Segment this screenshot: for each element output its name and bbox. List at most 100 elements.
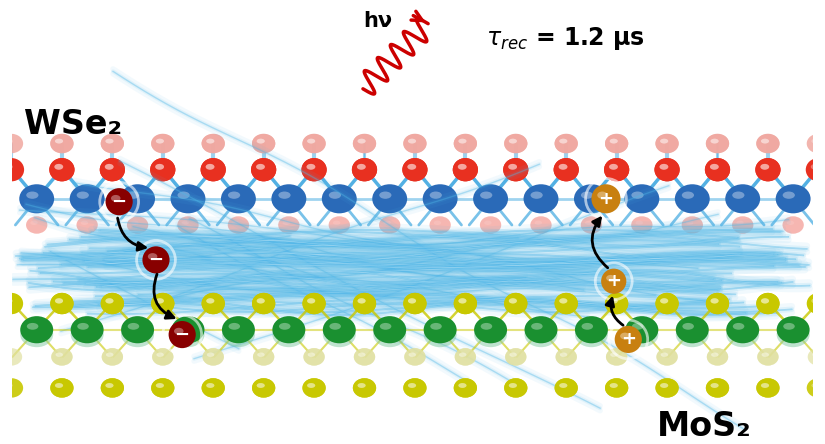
Ellipse shape	[357, 164, 365, 170]
Ellipse shape	[610, 383, 618, 388]
Ellipse shape	[459, 139, 466, 143]
Ellipse shape	[604, 158, 629, 181]
Ellipse shape	[459, 298, 466, 304]
Ellipse shape	[353, 378, 376, 398]
Ellipse shape	[357, 298, 365, 304]
Ellipse shape	[559, 383, 568, 388]
Ellipse shape	[4, 298, 12, 304]
Ellipse shape	[201, 134, 225, 153]
Ellipse shape	[655, 293, 679, 314]
Ellipse shape	[278, 216, 299, 234]
Ellipse shape	[424, 316, 456, 343]
Ellipse shape	[422, 184, 458, 214]
Ellipse shape	[203, 348, 224, 365]
Ellipse shape	[455, 348, 476, 365]
Ellipse shape	[554, 158, 579, 181]
Ellipse shape	[403, 134, 427, 153]
Ellipse shape	[50, 293, 73, 314]
Ellipse shape	[253, 348, 274, 365]
Ellipse shape	[732, 216, 753, 234]
Ellipse shape	[205, 164, 215, 170]
Ellipse shape	[554, 134, 578, 153]
Ellipse shape	[408, 298, 416, 304]
Ellipse shape	[655, 378, 679, 398]
Ellipse shape	[459, 139, 466, 143]
Ellipse shape	[55, 298, 63, 304]
Ellipse shape	[303, 378, 326, 398]
Ellipse shape	[380, 323, 391, 330]
Ellipse shape	[610, 383, 618, 388]
Ellipse shape	[120, 184, 155, 214]
Ellipse shape	[78, 328, 89, 335]
Ellipse shape	[332, 221, 341, 225]
Ellipse shape	[55, 353, 63, 357]
Ellipse shape	[228, 191, 240, 199]
Ellipse shape	[106, 298, 114, 304]
Ellipse shape	[21, 316, 53, 343]
Ellipse shape	[605, 134, 629, 153]
Ellipse shape	[257, 139, 265, 143]
Ellipse shape	[151, 378, 174, 398]
Ellipse shape	[256, 164, 265, 170]
Ellipse shape	[610, 139, 618, 143]
Ellipse shape	[50, 293, 73, 314]
Ellipse shape	[811, 298, 819, 304]
Ellipse shape	[354, 348, 375, 365]
Ellipse shape	[609, 164, 618, 170]
Ellipse shape	[228, 216, 249, 234]
Ellipse shape	[384, 221, 391, 225]
Ellipse shape	[733, 191, 744, 199]
Ellipse shape	[403, 293, 427, 314]
Ellipse shape	[606, 348, 627, 365]
Ellipse shape	[504, 134, 527, 153]
Text: −: −	[175, 325, 190, 344]
Ellipse shape	[272, 322, 305, 347]
Ellipse shape	[454, 293, 477, 314]
Ellipse shape	[50, 378, 73, 398]
Ellipse shape	[503, 158, 528, 181]
Ellipse shape	[101, 134, 124, 153]
Ellipse shape	[172, 316, 205, 343]
Ellipse shape	[509, 298, 517, 304]
Ellipse shape	[357, 164, 365, 170]
Ellipse shape	[706, 293, 729, 314]
Ellipse shape	[307, 298, 315, 304]
Ellipse shape	[51, 348, 73, 365]
Ellipse shape	[574, 184, 609, 214]
Ellipse shape	[554, 158, 579, 181]
Ellipse shape	[151, 134, 174, 153]
Ellipse shape	[354, 348, 375, 365]
Ellipse shape	[776, 184, 811, 214]
Ellipse shape	[660, 383, 668, 388]
Ellipse shape	[597, 191, 607, 199]
Ellipse shape	[625, 184, 659, 214]
Ellipse shape	[559, 164, 568, 170]
Ellipse shape	[256, 164, 265, 170]
Ellipse shape	[605, 378, 629, 398]
Ellipse shape	[156, 298, 164, 304]
Ellipse shape	[686, 221, 693, 225]
Ellipse shape	[50, 378, 73, 398]
Ellipse shape	[659, 164, 668, 170]
Ellipse shape	[606, 275, 615, 281]
Ellipse shape	[811, 139, 819, 143]
Ellipse shape	[1, 348, 22, 365]
Ellipse shape	[560, 353, 568, 357]
Ellipse shape	[101, 378, 124, 398]
Ellipse shape	[504, 378, 527, 398]
Ellipse shape	[761, 164, 769, 170]
Ellipse shape	[50, 158, 74, 181]
Ellipse shape	[257, 383, 265, 388]
Ellipse shape	[434, 221, 441, 225]
Ellipse shape	[252, 134, 276, 153]
Ellipse shape	[279, 328, 290, 335]
Ellipse shape	[559, 298, 568, 304]
Ellipse shape	[251, 158, 276, 181]
Ellipse shape	[535, 221, 542, 225]
Ellipse shape	[733, 323, 744, 330]
Ellipse shape	[430, 216, 450, 234]
Ellipse shape	[459, 298, 466, 304]
Ellipse shape	[257, 139, 265, 143]
Ellipse shape	[632, 328, 644, 335]
Ellipse shape	[55, 353, 63, 357]
